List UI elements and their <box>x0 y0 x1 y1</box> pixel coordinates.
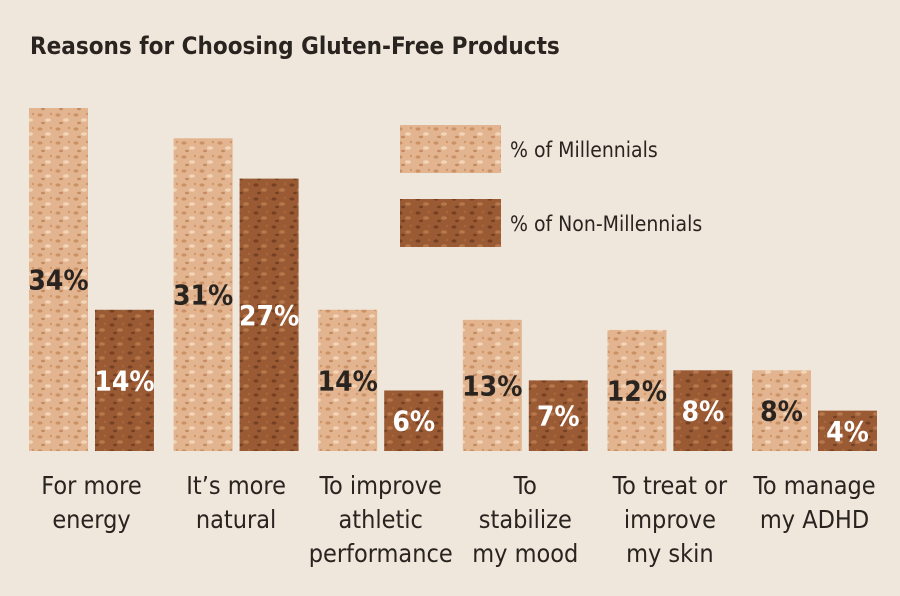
bar-value-label: 8% <box>682 395 725 428</box>
category-label: To treat or <box>612 471 728 500</box>
bar-value-label: 14% <box>318 364 378 397</box>
category-label: my mood <box>472 539 578 568</box>
bar-non-millennials-1 <box>95 309 154 451</box>
legend-label: % of Millennials <box>510 138 658 162</box>
bar-value-label: 13% <box>462 369 522 402</box>
bar-millennials-6 <box>752 370 811 451</box>
bar-non-millennials-3 <box>384 390 444 451</box>
chart-title: Reasons for Choosing Gluten-Free Product… <box>30 32 560 60</box>
category-label: my skin <box>626 539 714 568</box>
category-label: To <box>513 471 537 500</box>
bar-non-millennials-2 <box>239 178 299 451</box>
category-label: performance <box>309 539 453 568</box>
category-label: energy <box>52 505 130 534</box>
bar-value-label: 27% <box>239 299 299 332</box>
bar-millennials-3 <box>318 309 378 451</box>
category-label: athletic <box>339 505 423 534</box>
category-label: To manage <box>752 471 875 500</box>
category-label: To improve <box>318 471 441 500</box>
legend-label: % of Non-Millennials <box>510 212 702 236</box>
bar-value-label: 14% <box>94 364 154 397</box>
bar-value-label: 4% <box>826 415 869 448</box>
bar-value-label: 34% <box>28 264 88 297</box>
category-label: It’s more <box>186 471 286 500</box>
category-label: For more <box>41 471 141 500</box>
category-label: natural <box>196 505 276 534</box>
legend-swatch <box>400 125 501 173</box>
bar-millennials-1 <box>29 108 88 451</box>
bar-value-label: 7% <box>537 400 580 433</box>
category-label: improve <box>624 505 716 534</box>
bar-non-millennials-4 <box>528 380 588 451</box>
bar-non-millennials-5 <box>673 370 733 451</box>
bar-millennials-4 <box>462 319 522 451</box>
bar-value-label: 6% <box>392 405 435 438</box>
bar-value-label: 31% <box>173 279 233 312</box>
bar-value-label: 12% <box>607 374 667 407</box>
bar-non-millennials-6 <box>818 410 877 451</box>
category-label: my ADHD <box>760 505 869 534</box>
legend-swatch <box>400 199 501 247</box>
bar-value-label: 8% <box>760 395 803 428</box>
bar-millennials-5 <box>607 329 667 451</box>
bar-millennials-2 <box>173 138 233 451</box>
category-label: stabilize <box>479 505 572 534</box>
